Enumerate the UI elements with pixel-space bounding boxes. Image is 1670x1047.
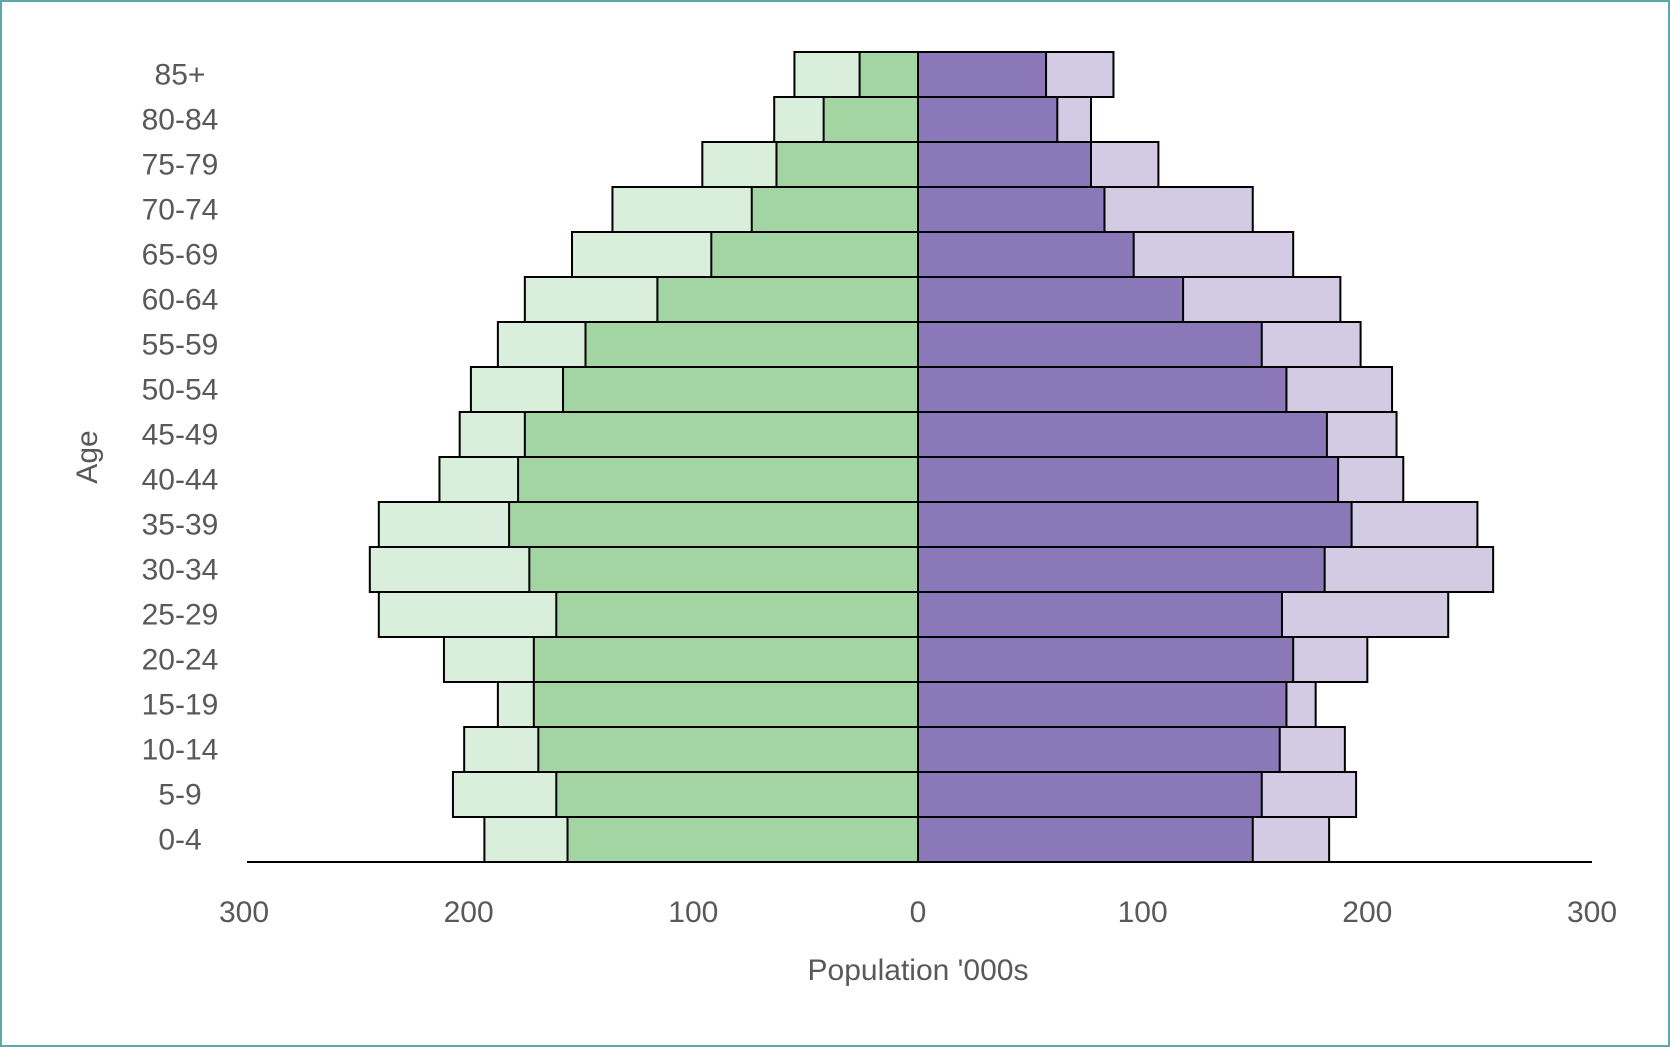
bar-right-inner-30-34	[917, 546, 1326, 593]
bar-right-inner-60-64	[917, 276, 1185, 323]
bar-left-inner-20-24	[532, 636, 919, 683]
x-tick-label: 300	[1567, 896, 1617, 929]
bar-left-inner-30-34	[528, 546, 919, 593]
bar-left-inner-35-39	[508, 501, 919, 548]
bar-right-inner-70-74	[917, 186, 1106, 233]
bar-right-inner-45-49	[917, 411, 1328, 458]
bar-left-inner-60-64	[656, 276, 919, 323]
bar-left-inner-0-4	[566, 816, 920, 863]
bar-right-inner-35-39	[917, 501, 1353, 548]
bar-right-inner-20-24	[917, 636, 1295, 683]
bar-left-inner-65-69	[710, 231, 919, 278]
y-tick-label-25-29: 25-29	[142, 599, 219, 632]
x-tick-label: 0	[910, 896, 927, 929]
y-tick-label-50-54: 50-54	[142, 374, 219, 407]
x-tick-label: 100	[1118, 896, 1168, 929]
bar-left-inner-85+	[858, 51, 920, 98]
y-tick-label-5-9: 5-9	[158, 779, 201, 812]
bar-right-inner-55-59	[917, 321, 1263, 368]
y-axis-title: Age	[71, 430, 104, 483]
y-tick-label-55-59: 55-59	[142, 329, 219, 362]
x-tick-label: 100	[668, 896, 718, 929]
bar-right-inner-40-44	[917, 456, 1340, 503]
y-tick-label-30-34: 30-34	[142, 554, 219, 587]
y-tick-label-70-74: 70-74	[142, 194, 219, 227]
y-tick-label-45-49: 45-49	[142, 419, 219, 452]
x-tick-label: 200	[1342, 896, 1392, 929]
bar-right-inner-75-79	[917, 141, 1092, 188]
bar-left-inner-25-29	[555, 591, 920, 638]
bar-left-inner-70-74	[750, 186, 919, 233]
bar-right-inner-85+	[917, 51, 1048, 98]
bar-left-inner-80-84	[822, 96, 920, 143]
x-tick-label: 300	[219, 896, 269, 929]
x-tick-labels: 300 200 100 0 100 200 300	[219, 896, 1617, 929]
x-axis-title: Population '000s	[808, 954, 1029, 987]
y-tick-label-0-4: 0-4	[158, 824, 201, 857]
bar-right-inner-15-19	[917, 681, 1288, 728]
bar-left-inner-75-79	[775, 141, 920, 188]
bar-left-inner-5-9	[555, 771, 920, 818]
x-tick-label: 200	[444, 896, 494, 929]
bar-right-inner-80-84	[917, 96, 1059, 143]
bar-right-inner-5-9	[917, 771, 1263, 818]
bar-right-inner-50-54	[917, 366, 1288, 413]
y-tick-labels: 0-4 5-9 10-14 15-19 20-24 25-29 30-34 35-39 40-4…	[142, 59, 219, 857]
y-tick-label-40-44: 40-44	[142, 464, 219, 497]
bar-left-inner-50-54	[562, 366, 919, 413]
bar-left-inner-10-14	[537, 726, 920, 773]
y-tick-label-85+: 85+	[155, 59, 206, 92]
y-tick-label-10-14: 10-14	[142, 734, 219, 767]
bar-right-inner-65-69	[917, 231, 1135, 278]
bar-left-inner-15-19	[532, 681, 919, 728]
y-tick-label-75-79: 75-79	[142, 149, 219, 182]
bar-right-inner-25-29	[917, 591, 1283, 638]
y-tick-label-80-84: 80-84	[142, 104, 219, 137]
y-tick-label-60-64: 60-64	[142, 284, 219, 317]
y-tick-label-20-24: 20-24	[142, 644, 219, 677]
bar-left-inner-40-44	[517, 456, 919, 503]
bar-left-inner-55-59	[584, 321, 919, 368]
bar-right-inner-0-4	[917, 816, 1254, 863]
y-tick-label-65-69: 65-69	[142, 239, 219, 272]
bar-left-inner-45-49	[523, 411, 919, 458]
y-tick-label-15-19: 15-19	[142, 689, 219, 722]
bar-right-inner-10-14	[917, 726, 1281, 773]
y-tick-label-35-39: 35-39	[142, 509, 219, 542]
bars-group	[368, 51, 1495, 863]
